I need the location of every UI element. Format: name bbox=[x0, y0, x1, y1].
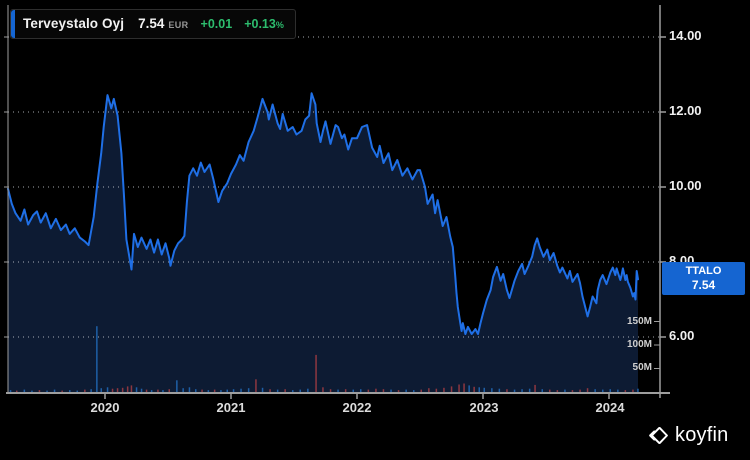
price-line-series bbox=[7, 92, 639, 335]
y-axis-label-10: 10.00 bbox=[669, 178, 702, 193]
ticker-change-percent: +0.13% bbox=[244, 17, 284, 31]
volume-label-50m: 50M bbox=[632, 362, 652, 373]
badge-price: 7.54 bbox=[691, 278, 716, 292]
y-axis-label-14: 14.00 bbox=[669, 28, 702, 43]
gridlines bbox=[8, 36, 660, 338]
volume-label-150m: 150M bbox=[626, 316, 652, 327]
ticker-name: Terveystalo Oyj bbox=[23, 16, 125, 31]
y-axis-label-12: 12.00 bbox=[669, 103, 702, 118]
volume-bars bbox=[9, 326, 639, 393]
x-axis-label-2021: 2021 bbox=[216, 400, 246, 415]
koyfin-logo-icon bbox=[646, 424, 669, 447]
x-axis-label-2023: 2023 bbox=[469, 400, 499, 415]
koyfin-wordmark: koyfin bbox=[675, 424, 729, 446]
koyfin-logo[interactable]: koyfin bbox=[646, 424, 728, 447]
series-color-bar bbox=[11, 10, 15, 38]
area-series bbox=[8, 93, 638, 393]
ticker-change: +0.01 bbox=[200, 17, 233, 31]
y-axis-label-6: 6.00 bbox=[669, 328, 695, 343]
last-price-badge: TTALO 7.54 bbox=[662, 262, 745, 295]
ticker-price: 7.54 bbox=[138, 16, 165, 31]
x-axis-label-2020: 2020 bbox=[90, 400, 120, 415]
ticker-legend[interactable]: Terveystalo Oyj 7.54 EUR +0.01 +0.13% bbox=[10, 9, 296, 39]
axes bbox=[4, 5, 670, 399]
badge-symbol: TTALO bbox=[685, 265, 722, 277]
x-axis-label-2022: 2022 bbox=[342, 400, 372, 415]
x-axis-label-2024: 2024 bbox=[595, 400, 625, 415]
ticker-currency: EUR bbox=[168, 20, 189, 30]
volume-label-100m: 100M bbox=[626, 339, 652, 350]
percent-sign: % bbox=[275, 20, 284, 30]
